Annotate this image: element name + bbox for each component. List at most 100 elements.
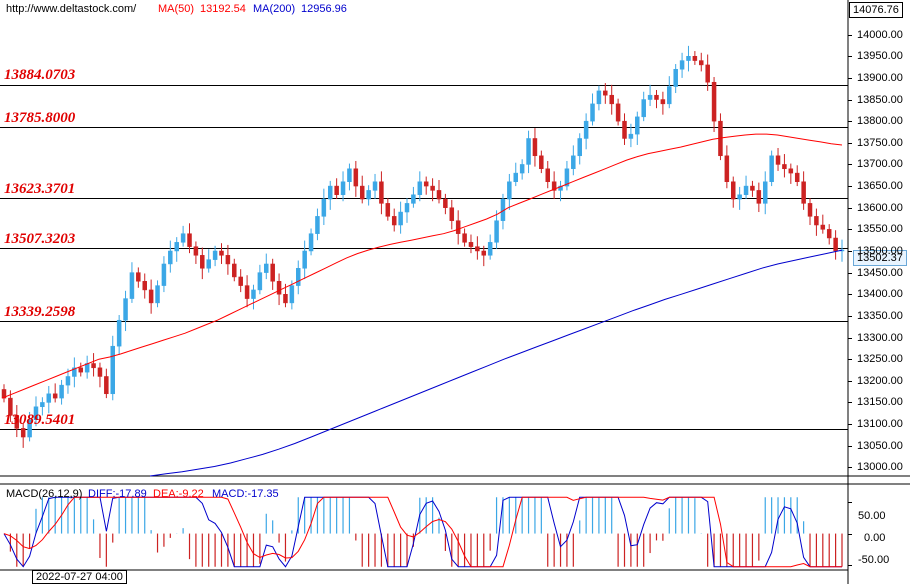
macd-dea: DEA:-9.22 xyxy=(153,488,204,500)
candle-body xyxy=(705,64,710,83)
candle-body xyxy=(110,345,115,395)
candle-body xyxy=(308,233,314,252)
candle-body xyxy=(327,185,333,200)
candle-body xyxy=(430,185,435,191)
macd-tick-label: 0.00 xyxy=(864,532,886,544)
price-tick-label: 13550.00 xyxy=(857,222,903,235)
candle-body xyxy=(315,216,320,234)
candle-body xyxy=(577,138,582,157)
candle-body xyxy=(257,272,263,291)
price-tick-label: 14000.00 xyxy=(857,28,903,41)
candle-body xyxy=(123,298,128,321)
candle-body xyxy=(238,276,243,286)
candle-body xyxy=(635,116,640,135)
candle-body xyxy=(551,181,557,191)
candle-body xyxy=(731,181,736,200)
candle-body xyxy=(20,428,26,438)
candle-body xyxy=(46,393,52,403)
candle-body xyxy=(711,81,717,122)
price-tick-label: 13750.00 xyxy=(857,136,903,149)
candle-body xyxy=(826,229,832,239)
candle-body xyxy=(276,281,282,295)
candle-body xyxy=(1,389,7,399)
macd-panel xyxy=(3,496,852,568)
candle-body xyxy=(283,294,288,304)
candle-body xyxy=(187,233,192,247)
candle-body xyxy=(436,190,442,200)
candle-body xyxy=(244,285,250,299)
candle-body xyxy=(251,289,256,299)
macd-tick-label: -50.00 xyxy=(858,554,890,566)
candle-body xyxy=(334,185,339,195)
candle-body xyxy=(212,250,218,260)
candle-body xyxy=(603,90,608,96)
price-tick-label: 13650.00 xyxy=(857,179,903,192)
candle-body xyxy=(679,60,685,70)
candle-body xyxy=(750,185,755,191)
candle-body xyxy=(519,164,525,174)
candle-body xyxy=(232,263,237,278)
candle-body xyxy=(174,242,179,252)
candle-body xyxy=(820,224,826,230)
price-top-value: 14076.76 xyxy=(849,2,903,18)
macd-hist: MACD:-17.35 xyxy=(212,488,279,500)
price-tick-label: 13950.00 xyxy=(857,49,903,62)
candle-body xyxy=(545,168,550,182)
candle-body xyxy=(72,367,77,377)
price-tick-label: 13300.00 xyxy=(857,331,903,344)
price-tick-label: 13100.00 xyxy=(857,417,903,430)
price-tick-label: 13150.00 xyxy=(857,395,903,408)
candle-body xyxy=(699,60,704,66)
candle-body xyxy=(8,397,13,416)
level-label: 13623.3701 xyxy=(4,181,76,197)
candle-body xyxy=(807,203,813,217)
candle-body xyxy=(564,168,570,187)
candle-body xyxy=(814,216,819,226)
candle-body xyxy=(104,376,109,395)
candle-body xyxy=(65,376,71,386)
candle-body xyxy=(443,198,448,208)
candle-body xyxy=(340,181,346,195)
current-price-box: 13502.37 xyxy=(853,250,907,266)
candle-body xyxy=(353,168,359,187)
price-tick-label: 13250.00 xyxy=(857,352,903,365)
candle-body xyxy=(404,203,410,213)
level-label: 13089.5401 xyxy=(4,412,76,428)
candle-body xyxy=(468,242,474,247)
candle-body xyxy=(91,363,96,369)
price-tick-label: 13450.00 xyxy=(857,266,903,279)
price-tick-label: 13000.00 xyxy=(857,460,903,473)
candle-body xyxy=(487,242,493,256)
candle-body xyxy=(423,181,429,187)
candle-body xyxy=(507,181,512,200)
candle-body xyxy=(385,203,391,217)
price-tick-label: 13800.00 xyxy=(857,114,903,127)
level-label: 13339.2598 xyxy=(4,304,76,320)
candle-body xyxy=(359,185,365,200)
candle-body xyxy=(647,94,653,100)
candle-body xyxy=(743,185,749,195)
candle-body xyxy=(347,168,352,182)
candle-body xyxy=(590,103,595,122)
candle-body xyxy=(782,164,787,170)
price-tick-label: 13200.00 xyxy=(857,374,903,387)
price-tick-label: 13350.00 xyxy=(857,309,903,322)
candle-body xyxy=(206,259,211,269)
candle-body xyxy=(788,168,794,174)
ma50-value: 13192.54 xyxy=(200,3,246,15)
candle-body xyxy=(449,207,455,221)
candle-body xyxy=(526,138,531,165)
candle-body xyxy=(200,255,205,269)
price-tick-label: 13400.00 xyxy=(857,287,903,300)
candle-body xyxy=(532,138,538,157)
candlesticks xyxy=(1,45,845,448)
candle-body xyxy=(59,384,64,399)
price-tick-label: 13700.00 xyxy=(857,157,903,170)
candle-body xyxy=(494,220,499,243)
price-axis-ticks xyxy=(848,35,852,468)
candle-body xyxy=(628,133,634,139)
candle-body xyxy=(539,155,544,170)
candle-body xyxy=(660,99,666,105)
macd-diff: DIFF:-17.89 xyxy=(88,488,147,500)
